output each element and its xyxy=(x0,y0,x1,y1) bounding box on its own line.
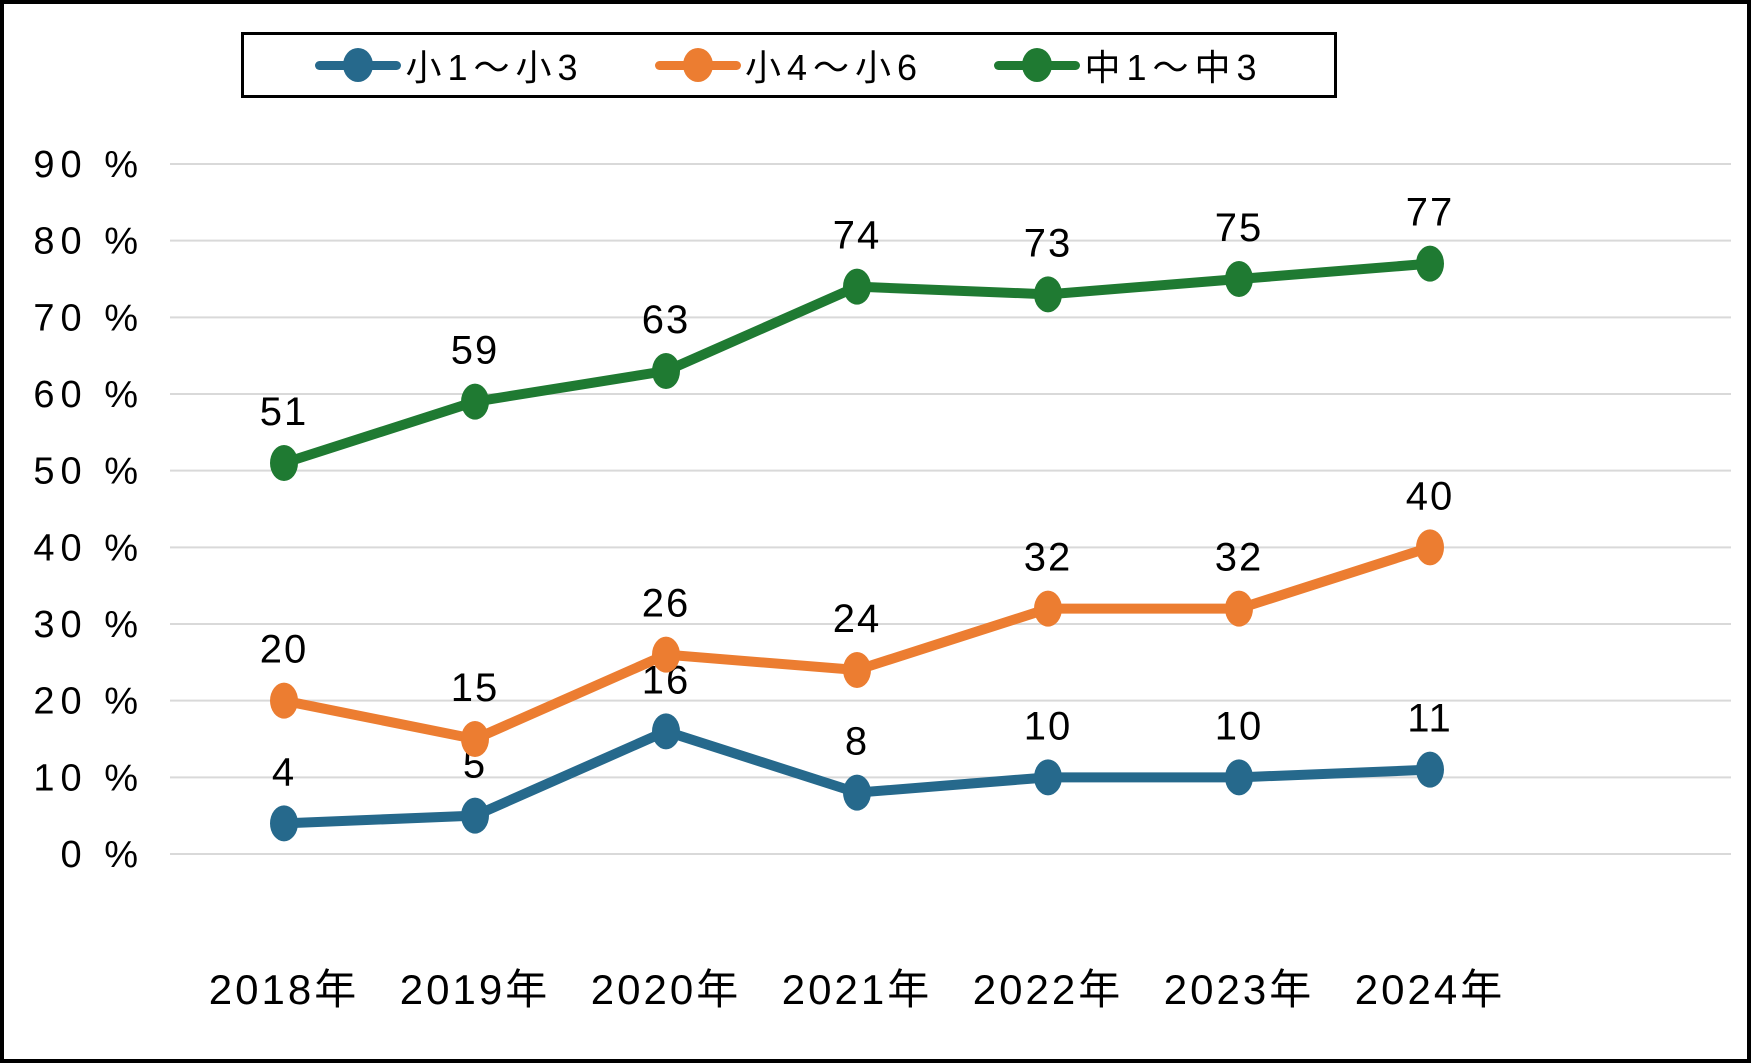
legend-item-chu1-chu3: 中1～中3 xyxy=(994,39,1262,91)
y-tick-label: 30 % xyxy=(33,604,144,646)
data-label: 10 xyxy=(1215,704,1264,748)
y-tick-label: 10 % xyxy=(33,757,144,799)
data-label: 4 xyxy=(272,750,296,794)
data-point xyxy=(270,682,298,719)
y-tick-label: 50 % xyxy=(33,451,144,493)
x-tick-label: 2023年 xyxy=(1164,966,1314,1013)
data-label: 77 xyxy=(1406,191,1455,235)
data-point xyxy=(1225,759,1253,796)
legend-line-marker-icon xyxy=(994,48,1081,82)
data-point xyxy=(461,797,489,834)
y-tick-label: 20 % xyxy=(33,681,144,723)
legend-item-sho1-sho3: 小1～小3 xyxy=(315,39,583,91)
data-point xyxy=(652,353,680,389)
legend: 小1～小3 小4～小6 中1～中3 xyxy=(241,32,1337,98)
data-point xyxy=(652,713,680,750)
legend-line-marker-icon xyxy=(654,48,741,82)
data-point xyxy=(1416,751,1444,788)
data-label: 10 xyxy=(1024,704,1073,748)
data-label: 75 xyxy=(1215,206,1264,250)
legend-label: 小4～小6 xyxy=(744,47,923,88)
legend-label: 小1～小3 xyxy=(405,47,584,88)
data-point xyxy=(843,268,871,305)
legend-dot-icon xyxy=(1022,48,1053,82)
data-point xyxy=(1034,759,1062,796)
data-point xyxy=(652,636,680,673)
data-point xyxy=(843,774,871,811)
y-tick-label: 70 % xyxy=(33,297,144,339)
data-label: 20 xyxy=(260,628,309,672)
data-point xyxy=(1416,529,1444,566)
legend-item-sho4-sho6: 小4～小6 xyxy=(654,39,923,91)
data-point xyxy=(1416,245,1444,282)
data-label: 63 xyxy=(642,298,691,342)
x-tick-label: 2024年 xyxy=(1355,966,1505,1013)
data-label: 59 xyxy=(451,329,500,373)
data-label: 15 xyxy=(451,666,500,710)
y-tick-label: 90 % xyxy=(33,144,144,186)
data-label: 26 xyxy=(642,582,691,626)
data-label: 11 xyxy=(1407,697,1453,741)
y-tick-label: 0 % xyxy=(61,834,144,876)
data-point xyxy=(1225,590,1253,627)
data-label: 8 xyxy=(845,720,869,764)
data-point xyxy=(1034,276,1062,313)
data-label: 24 xyxy=(833,597,882,641)
data-label: 32 xyxy=(1215,536,1264,580)
data-point xyxy=(461,721,489,757)
legend-dot-icon xyxy=(343,48,374,82)
data-point xyxy=(1225,261,1253,297)
x-tick-label: 2019年 xyxy=(400,966,550,1013)
data-label: 73 xyxy=(1024,221,1073,265)
data-label: 40 xyxy=(1406,474,1455,518)
data-label: 74 xyxy=(833,214,882,258)
y-tick-label: 60 % xyxy=(33,374,144,416)
data-point xyxy=(270,445,298,481)
x-tick-label: 2021年 xyxy=(782,966,932,1013)
y-tick-label: 80 % xyxy=(33,221,144,263)
legend-dot-icon xyxy=(682,48,713,82)
x-tick-label: 2022年 xyxy=(973,966,1123,1013)
x-tick-label: 2020年 xyxy=(591,966,741,1013)
data-point xyxy=(843,652,871,688)
data-point xyxy=(270,805,298,842)
data-point xyxy=(1034,590,1062,627)
line-chart: 0 % 10 % 20 % 30 % 40 % 50 % 60 % 70 % 80 % 90 % 2… xyxy=(33,144,1731,1013)
legend-line-marker-icon xyxy=(315,48,402,82)
data-label: 51 xyxy=(260,390,309,434)
data-label: 32 xyxy=(1024,536,1073,580)
legend-label: 中1～中3 xyxy=(1084,47,1263,88)
x-tick-label: 2018年 xyxy=(209,966,359,1013)
data-point xyxy=(461,383,489,420)
y-tick-label: 40 % xyxy=(33,527,144,569)
